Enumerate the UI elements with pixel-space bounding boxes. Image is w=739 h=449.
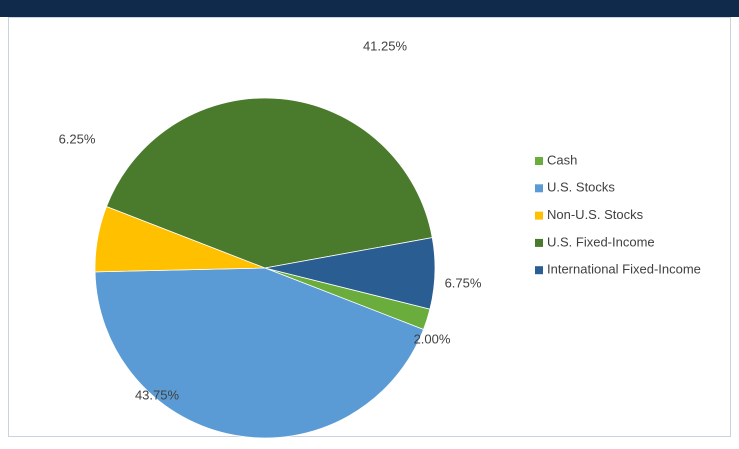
legend-label: U.S. Fixed-Income xyxy=(547,234,655,249)
title-bar xyxy=(0,0,739,17)
legend-swatch xyxy=(535,157,543,165)
legend-swatch xyxy=(535,238,543,247)
legend-label: U.S. Stocks xyxy=(547,180,615,195)
data-label: 2.00% xyxy=(414,331,451,346)
legend-label: Cash xyxy=(547,152,577,167)
data-label: 41.25% xyxy=(363,38,408,53)
legend-label: Non-U.S. Stocks xyxy=(547,207,644,222)
data-label: 43.75% xyxy=(135,387,180,402)
data-label: 6.75% xyxy=(445,275,482,290)
pie-slice xyxy=(105,97,433,269)
pie-slice xyxy=(264,237,436,310)
data-label: 6.25% xyxy=(59,131,96,146)
pie-slice xyxy=(94,267,425,439)
legend-swatch xyxy=(535,184,543,193)
legend-swatch xyxy=(535,211,543,220)
legend-swatch xyxy=(535,266,543,275)
legend-label: International Fixed-Income xyxy=(547,262,701,277)
